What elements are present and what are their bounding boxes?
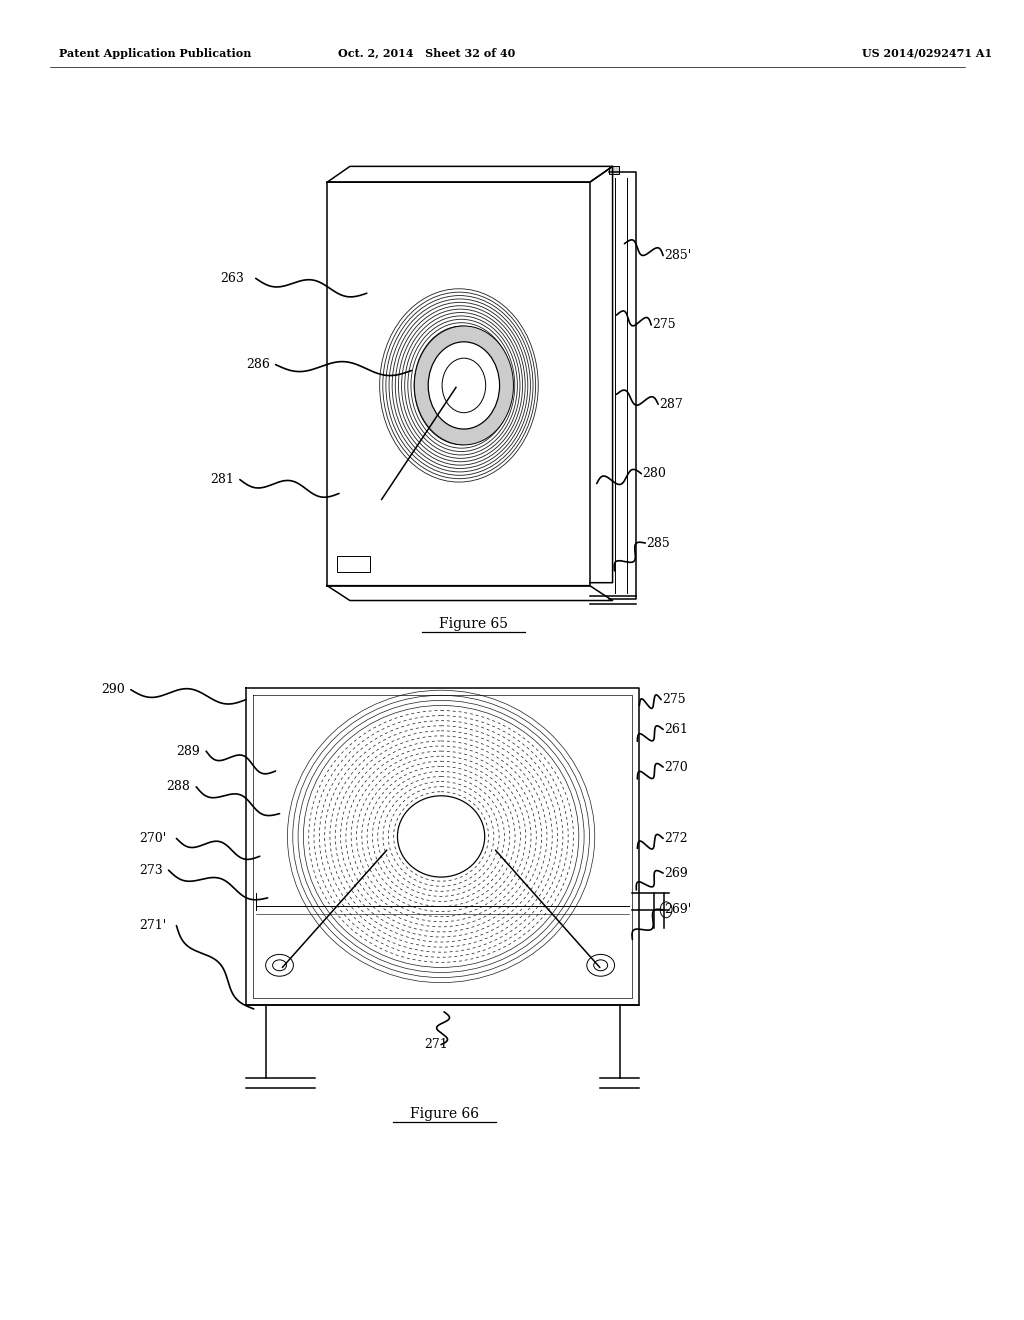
Ellipse shape bbox=[587, 954, 614, 977]
Text: 289: 289 bbox=[176, 744, 200, 758]
Text: 273: 273 bbox=[139, 863, 163, 876]
Text: 270: 270 bbox=[665, 760, 688, 774]
Text: Oct. 2, 2014   Sheet 32 of 40: Oct. 2, 2014 Sheet 32 of 40 bbox=[338, 48, 515, 59]
Text: 286: 286 bbox=[246, 358, 269, 371]
Ellipse shape bbox=[272, 960, 287, 970]
Ellipse shape bbox=[265, 954, 294, 977]
Bar bbox=[608, 166, 618, 174]
Text: 263: 263 bbox=[220, 272, 244, 285]
Text: 285': 285' bbox=[665, 249, 691, 263]
Text: 261: 261 bbox=[665, 723, 688, 735]
Ellipse shape bbox=[594, 960, 607, 970]
Ellipse shape bbox=[415, 326, 513, 445]
Text: 288: 288 bbox=[167, 780, 190, 793]
Text: 271': 271' bbox=[139, 919, 166, 932]
Text: Patent Application Publication: Patent Application Publication bbox=[59, 48, 252, 59]
Ellipse shape bbox=[442, 358, 485, 413]
Text: Figure 65: Figure 65 bbox=[439, 618, 508, 631]
Text: 280: 280 bbox=[642, 467, 667, 480]
Text: 281: 281 bbox=[210, 473, 234, 486]
Bar bbox=[337, 556, 370, 572]
Text: Figure 66: Figure 66 bbox=[410, 1107, 478, 1121]
Text: 269: 269 bbox=[665, 867, 688, 879]
Ellipse shape bbox=[428, 342, 500, 429]
Text: 269': 269' bbox=[665, 903, 691, 916]
Text: 287: 287 bbox=[659, 397, 683, 411]
Text: 270': 270' bbox=[139, 832, 166, 845]
Ellipse shape bbox=[397, 796, 484, 876]
Text: 285: 285 bbox=[646, 536, 670, 549]
Text: 272: 272 bbox=[665, 832, 688, 845]
Text: 290: 290 bbox=[101, 684, 125, 696]
Text: 275: 275 bbox=[663, 693, 686, 706]
Text: US 2014/0292471 A1: US 2014/0292471 A1 bbox=[862, 48, 992, 59]
Text: 271: 271 bbox=[424, 1038, 447, 1051]
Text: 275: 275 bbox=[652, 318, 676, 331]
Ellipse shape bbox=[660, 902, 672, 917]
